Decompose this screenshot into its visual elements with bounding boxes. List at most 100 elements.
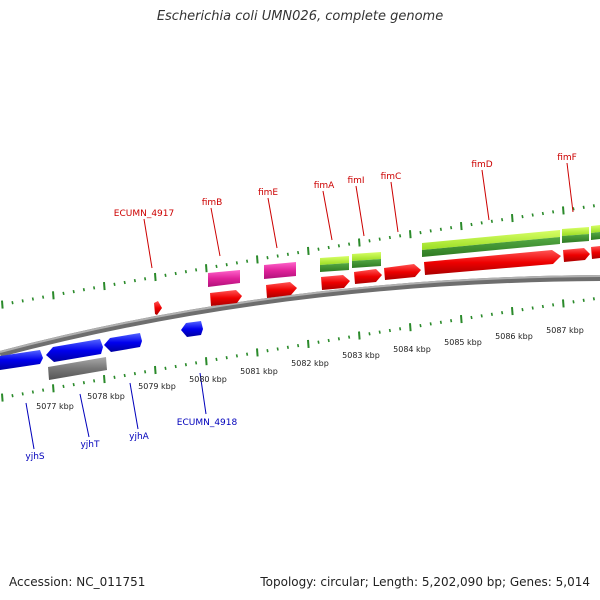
inner-track-major-tick [1, 393, 4, 402]
inner-track-minor-tick [21, 392, 24, 396]
outer-tick-track [1, 204, 595, 309]
inner-track-minor-tick [144, 370, 147, 374]
gene-arrow-fimg[interactable] [591, 246, 600, 259]
inner-track-minor-tick [388, 328, 391, 333]
gene-arrow-fimd[interactable] [424, 250, 561, 275]
gene-arrow-fimf[interactable] [563, 248, 590, 262]
outer-track-minor-tick [419, 230, 422, 235]
inner-track-minor-tick [225, 356, 228, 360]
feature-fimg-green[interactable] [591, 232, 600, 240]
gene-label-fime[interactable]: fimE [258, 188, 278, 198]
feature-bars [208, 225, 600, 287]
gene-arrow-yjhs[interactable] [0, 350, 43, 370]
gene-arrow-ecumn-4918[interactable] [181, 321, 203, 337]
reverse-gene-labels: yjhS yjhT yjhA ECUMN_4918 [25, 372, 238, 462]
outer-track-minor-tick [21, 299, 24, 303]
feature-fimd-lime[interactable] [422, 230, 560, 250]
inner-track-minor-tick [572, 300, 575, 304]
feature-fimf-green[interactable] [562, 234, 589, 243]
gene-label-ecumn-4918[interactable]: ECUMN_4918 [177, 418, 238, 428]
outer-track-minor-tick [225, 263, 228, 267]
gene-bar-gray[interactable] [48, 357, 107, 380]
gene-arrow-fime[interactable] [266, 282, 297, 298]
map-title: Escherichia coli UMN026, complete genome [156, 9, 444, 24]
feature-fimf-lime[interactable] [562, 227, 589, 236]
inner-track-major-tick [205, 357, 208, 366]
gene-label-yjha[interactable]: yjhA [129, 432, 150, 442]
reverse-strand-genes [0, 321, 203, 380]
outer-track-minor-tick [164, 273, 167, 277]
gene-arrow-fimc[interactable] [384, 264, 421, 280]
gene-label-fima[interactable]: fimA [314, 181, 335, 191]
outer-track-minor-tick [72, 289, 75, 294]
outer-track-minor-tick [327, 245, 330, 250]
outer-track-minor-tick [42, 295, 45, 299]
outer-track-major-tick [52, 291, 55, 300]
outer-track-minor-tick [93, 286, 96, 290]
inner-track-major-tick [307, 339, 310, 348]
gene-arrow-fima[interactable] [321, 275, 350, 290]
outer-track-minor-tick [470, 222, 473, 227]
gene-arrow-ecumn-4917[interactable] [154, 301, 162, 315]
gene-arrow-fimb[interactable] [210, 290, 242, 306]
scale-label-5079: 5079 kbp [138, 382, 176, 391]
scale-label-5087: 5087 kbp [546, 326, 584, 335]
gene-arrow-fimi[interactable] [354, 269, 382, 284]
inner-track-minor-tick [419, 323, 422, 328]
outer-track-minor-tick [113, 282, 116, 286]
gene-label-fimi[interactable]: fimI [347, 176, 364, 186]
inner-track-major-tick [154, 365, 157, 375]
feature-fima-lime[interactable] [320, 256, 349, 265]
outer-track-minor-tick [501, 218, 504, 222]
outer-track-major-tick [205, 264, 208, 273]
feature-fimi-green[interactable] [352, 259, 381, 268]
inner-track-minor-tick [42, 388, 45, 392]
outer-track-major-tick [256, 255, 259, 264]
feature-fima-green[interactable] [320, 263, 349, 272]
outer-track-minor-tick [266, 256, 269, 260]
gene-label-fimd[interactable]: fimD [471, 160, 492, 170]
scale-label-5086: 5086 kbp [495, 332, 533, 341]
outer-track-major-tick [1, 300, 4, 309]
outer-track-minor-tick [337, 244, 340, 248]
outer-track-minor-tick [82, 288, 85, 292]
gene-label-fimc[interactable]: fimC [381, 172, 402, 182]
scale-label-5077: 5077 kbp [36, 402, 74, 411]
outer-track-minor-tick [490, 219, 493, 223]
forward-gene-labels: ECUMN_4917 fimB fimE fimA fimI fimC fimD… [114, 153, 577, 269]
forward-strand-genes [154, 246, 600, 315]
feature-fimb-invertible[interactable] [208, 270, 240, 287]
outer-track-minor-tick [378, 237, 381, 241]
inner-track-minor-tick [246, 352, 249, 356]
gene-label-fimb[interactable]: fimB [202, 198, 223, 208]
accession-label: Accession: NC_011751 [9, 575, 146, 589]
inner-track-minor-tick [72, 382, 75, 387]
gene-label-yjht[interactable]: yjhT [80, 440, 100, 450]
inner-track-minor-tick [286, 345, 289, 349]
outer-track-minor-tick [123, 280, 126, 285]
gene-label-fimf[interactable]: fimF [557, 153, 577, 163]
feature-fime-invertible[interactable] [264, 262, 296, 279]
scale-label-5084: 5084 kbp [393, 345, 431, 354]
outer-track-minor-tick [480, 221, 483, 225]
outer-track-minor-tick [144, 277, 147, 281]
gene-arrow-yjht[interactable] [46, 339, 103, 362]
scale-label-5078: 5078 kbp [87, 392, 125, 401]
gene-arrow-yjha[interactable] [104, 333, 142, 352]
outer-track-major-tick [562, 206, 565, 215]
outer-track-minor-tick [388, 235, 391, 240]
inner-track-minor-tick [31, 390, 34, 394]
gene-label-ecumn-4917[interactable]: ECUMN_4917 [114, 209, 174, 219]
genome-backbone [0, 275, 600, 357]
inner-track-minor-tick [490, 312, 493, 316]
inner-track-minor-tick [592, 297, 595, 301]
inner-track-minor-tick [541, 304, 544, 309]
gene-label-yjhs[interactable]: yjhS [25, 452, 45, 462]
feature-fimd-green[interactable] [422, 237, 560, 257]
inner-track-minor-tick [93, 379, 96, 383]
inner-track-minor-tick [429, 322, 432, 326]
feature-fimg-lime[interactable] [591, 225, 600, 233]
inner-track-minor-tick [123, 373, 126, 378]
feature-fimi-lime[interactable] [352, 252, 381, 261]
